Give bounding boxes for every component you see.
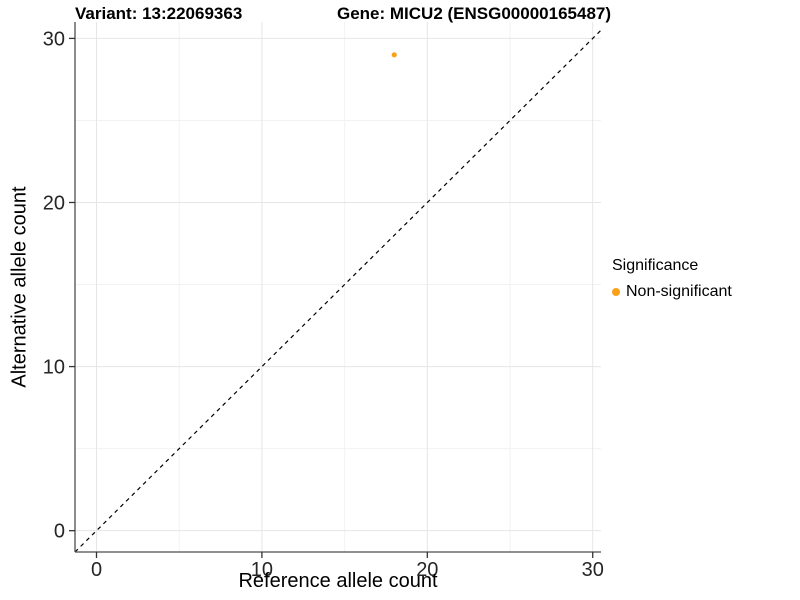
y-tick-label: 0	[54, 521, 65, 543]
y-tick-label: 20	[43, 192, 65, 214]
legend: Significance Non-significant	[612, 257, 732, 301]
data-point	[391, 52, 397, 58]
identity-dashed-line	[74, 29, 602, 553]
y-tick-label: 30	[43, 28, 65, 50]
legend-entry: Non-significant	[612, 283, 732, 301]
x-tick-label: 10	[251, 559, 273, 581]
plot-title-gene: Gene: MICU2 (ENSG00000165487)	[337, 4, 612, 23]
x-tick-label: 0	[91, 559, 102, 581]
y-tick-label: 10	[43, 357, 65, 379]
x-tick-label: 20	[416, 559, 438, 581]
y-axis-label: Alternative allele count	[8, 186, 31, 388]
legend-entry-label: Non-significant	[626, 283, 732, 300]
x-axis-label: Reference allele count	[238, 570, 438, 592]
x-tick-label: 30	[582, 559, 604, 581]
legend-point-icon	[612, 288, 620, 296]
plot-title-variant: Variant: 13:22069363	[75, 4, 243, 23]
legend-entries: Non-significant	[612, 283, 732, 301]
legend-title: Significance	[612, 257, 699, 274]
